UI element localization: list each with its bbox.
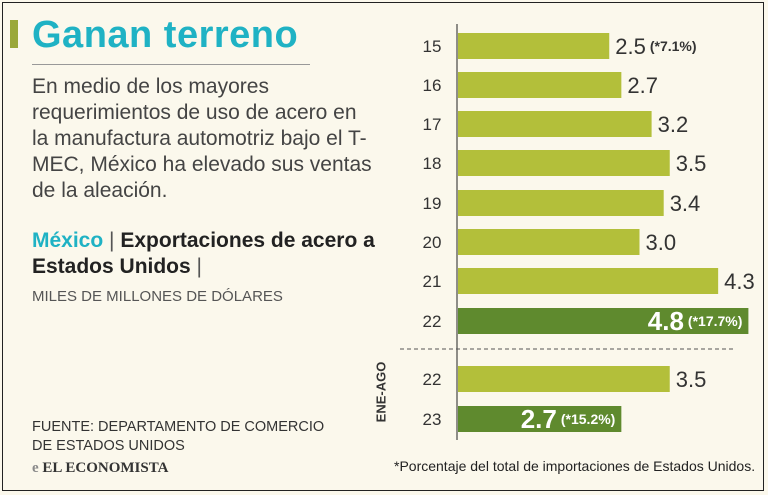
source-line-1: FUENTE: DEPARTAMENTO DE COMERCIO	[32, 419, 325, 435]
value-label: 3.5	[676, 367, 707, 392]
category-label: 16	[423, 76, 442, 95]
category-label: 21	[423, 272, 442, 291]
subtitle-country: México	[32, 229, 104, 252]
title-divider	[32, 64, 310, 65]
page-title: Ganan terreno	[32, 14, 299, 56]
title-accent-bar	[10, 20, 18, 48]
value-label: 4.3	[724, 269, 755, 294]
bar	[458, 366, 670, 392]
category-label: 22	[423, 370, 442, 389]
category-label: 22	[423, 312, 442, 331]
category-label: 20	[423, 233, 442, 252]
bar	[458, 406, 622, 432]
bar	[458, 190, 664, 216]
source-note: FUENTE: DEPARTAMENTO DE COMERCIO DE ESTA…	[32, 418, 324, 456]
footnote: *Porcentaje del total de importaciones d…	[394, 458, 756, 474]
logo-name: EL ECONOMISTA	[42, 460, 169, 476]
category-label: 18	[423, 154, 442, 173]
category-label: 19	[423, 194, 442, 213]
value-label: 3.2	[658, 112, 689, 137]
category-label: 23	[423, 410, 442, 429]
source-line-2: DE ESTADOS UNIDOS	[32, 438, 185, 454]
bar	[458, 308, 749, 334]
value-label: 2.7	[627, 73, 658, 98]
units-label: MILES DE MILLONES DE DÓLARES	[32, 288, 283, 305]
value-label: 3.5	[676, 151, 707, 176]
chart-subtitle: México | Exportaciones de acero a Estado…	[32, 228, 382, 280]
value-label: 3.4	[670, 191, 701, 216]
subtitle-end-separator: |	[196, 255, 203, 278]
bar	[458, 72, 622, 98]
logo-mark: e	[32, 460, 39, 476]
category-label: 15	[423, 37, 442, 56]
category-label: 17	[423, 115, 442, 134]
subtitle-separator: |	[109, 229, 115, 252]
bar	[458, 229, 640, 255]
description-text: En medio de los mayores requerimientos d…	[32, 75, 372, 202]
value-label: 2.7 (*15.2%)	[521, 404, 616, 434]
value-label: 4.8 (*17.7%)	[648, 306, 743, 336]
publisher-logo: e EL ECONOMISTA	[32, 460, 168, 477]
bar	[458, 150, 670, 176]
bar	[458, 33, 610, 59]
bar	[458, 111, 652, 137]
bar	[458, 268, 719, 294]
value-label: 2.5 (*7.1%)	[615, 34, 696, 59]
value-label: 3.0	[646, 230, 677, 255]
subtitle-label: Exportaciones de acero a Estados Unidos	[32, 229, 375, 278]
